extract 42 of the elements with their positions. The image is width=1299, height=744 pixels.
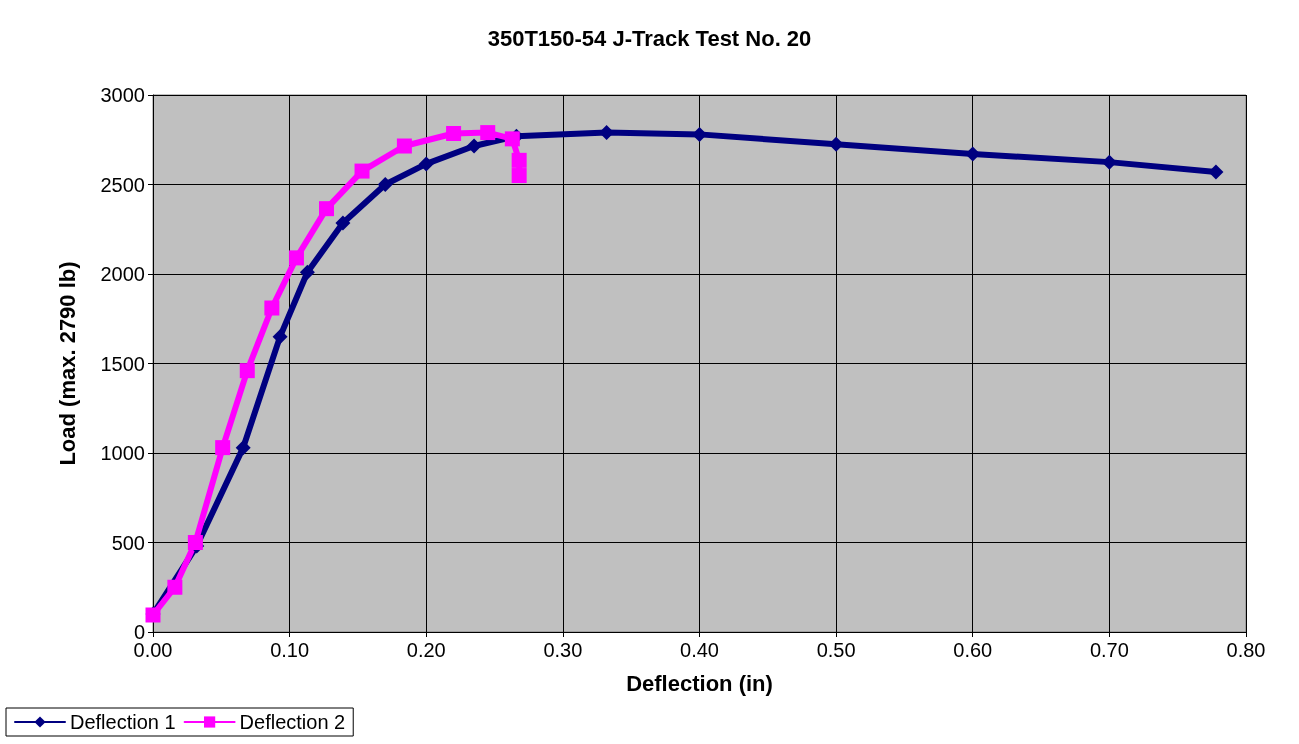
point	[480, 125, 496, 141]
point	[377, 177, 393, 192]
x-tick-label: 0.50	[816, 639, 856, 661]
point	[396, 138, 412, 154]
point	[239, 363, 255, 379]
y-tick-label: 500	[111, 531, 145, 554]
x-axis-title: Deflection (in)	[626, 670, 773, 696]
point	[235, 440, 251, 456]
y-tick-label: 2000	[100, 263, 145, 285]
point	[335, 215, 351, 231]
point	[167, 579, 183, 595]
point	[319, 201, 335, 217]
point	[1208, 164, 1224, 180]
point	[504, 131, 520, 147]
point	[264, 300, 280, 316]
point	[354, 163, 370, 179]
y-tick-label: 3000	[100, 84, 145, 106]
y-tick-label: 2500	[100, 173, 145, 196]
point	[466, 138, 482, 154]
legend-label: Deflection 1	[70, 711, 176, 733]
point	[215, 440, 231, 456]
x-tick-label: 0.80	[1226, 639, 1266, 661]
x-tick-label: 0.30	[543, 639, 583, 661]
x-tick-label: 0.40	[680, 639, 719, 661]
point	[511, 168, 527, 184]
y-tick-label: 1500	[100, 352, 145, 375]
x-tick-label: 0.20	[406, 639, 446, 661]
x-tick-label: 0.10	[270, 639, 310, 661]
point	[692, 126, 707, 142]
x-tick-label: 0.70	[1089, 639, 1129, 661]
y-axis-title: Load (max. 2790 lb)	[54, 261, 80, 466]
point	[187, 535, 203, 550]
point	[511, 152, 527, 168]
chart-title: 350T150-54 J-Track Test No. 20	[487, 25, 812, 51]
point	[288, 250, 304, 266]
legend-label: Deflection 2	[239, 711, 346, 733]
point	[272, 329, 288, 345]
point	[299, 264, 315, 280]
point	[446, 125, 462, 141]
point	[418, 156, 434, 172]
y-tick-label: 1000	[100, 442, 145, 464]
x-tick-label: 0.60	[953, 639, 993, 661]
